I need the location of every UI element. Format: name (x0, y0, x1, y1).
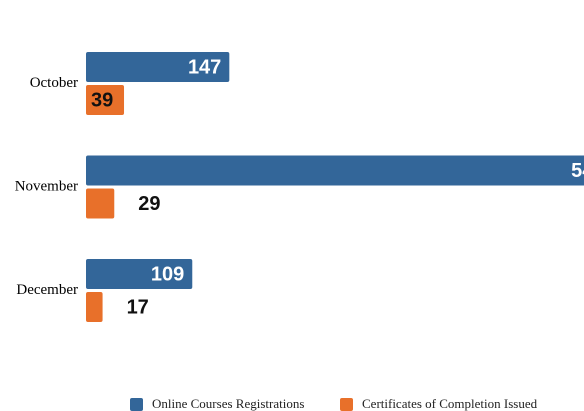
category-label: December (16, 282, 78, 298)
data-label: 540 (571, 160, 584, 182)
data-label: 39 (91, 89, 113, 111)
legend-swatch (130, 398, 143, 411)
legend-swatch (340, 398, 353, 411)
bar (86, 85, 125, 115)
data-label: 17 (127, 296, 149, 318)
data-label: 147 (188, 56, 221, 78)
bar (86, 52, 230, 82)
legend-label: Online Courses Registrations (152, 396, 304, 411)
category-label: November (15, 178, 78, 194)
data-label: 109 (151, 263, 184, 285)
bar (86, 292, 103, 322)
bar (86, 188, 115, 219)
bar (86, 155, 584, 186)
category-label: October (30, 75, 78, 91)
legend-label: Certificates of Completion Issued (362, 396, 538, 411)
bar (86, 259, 193, 289)
data-label: 29 (138, 193, 160, 215)
